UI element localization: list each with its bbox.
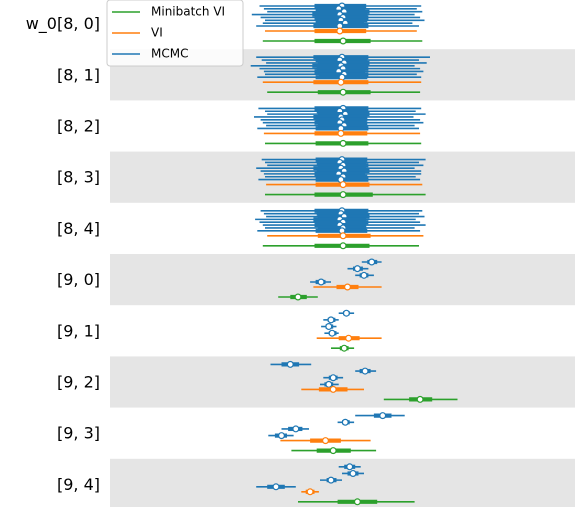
row-band: [110, 356, 575, 408]
legend-label: MCMC: [151, 47, 188, 61]
mean-marker: [329, 447, 337, 455]
legend-box: [106, 0, 244, 67]
mean-marker: [368, 258, 376, 266]
mean-marker: [317, 278, 325, 286]
row-label: [8, 4]: [57, 219, 100, 238]
mean-marker: [379, 412, 387, 420]
row-label: [9, 4]: [57, 475, 100, 494]
mean-marker: [272, 483, 280, 491]
mean-marker: [346, 463, 354, 471]
mean-marker: [306, 488, 314, 496]
row-label: [9, 1]: [57, 321, 100, 340]
mean-marker: [349, 469, 357, 477]
mean-marker: [345, 334, 353, 342]
mean-marker: [339, 37, 347, 45]
mean-marker: [339, 139, 347, 147]
legend: Minibatch VI VI MCMC: [106, 0, 244, 67]
mean-marker: [327, 316, 335, 324]
legend-label: Minibatch VI: [151, 5, 225, 19]
mean-marker: [329, 385, 337, 393]
row-label: [9, 0]: [57, 270, 100, 289]
mean-marker: [286, 360, 294, 368]
mean-marker: [325, 380, 333, 388]
mean-marker: [416, 395, 424, 403]
mean-marker: [322, 437, 330, 445]
mean-marker: [336, 27, 344, 35]
plot-marks: [250, 2, 458, 506]
mean-marker: [329, 374, 337, 382]
legend-label: VI: [151, 26, 163, 40]
mean-marker: [342, 309, 350, 317]
row-label: [8, 1]: [57, 65, 100, 84]
mean-marker: [339, 88, 347, 96]
row-label: [9, 2]: [57, 373, 100, 392]
row-label: [9, 3]: [57, 424, 100, 443]
row-label: [8, 2]: [57, 117, 100, 136]
mean-marker: [337, 78, 345, 86]
mean-marker: [325, 323, 333, 331]
mean-marker: [344, 283, 352, 291]
row-label: w_0[8, 0]: [26, 14, 100, 34]
mean-marker: [278, 432, 286, 440]
mean-marker: [361, 367, 369, 375]
mean-marker: [340, 344, 348, 352]
mean-marker: [339, 181, 347, 189]
mean-marker: [327, 476, 335, 484]
mean-marker: [337, 129, 345, 137]
mean-marker: [339, 232, 347, 240]
mean-marker: [360, 271, 368, 279]
mean-marker: [294, 293, 302, 301]
mean-marker: [328, 329, 336, 337]
mean-marker: [292, 425, 300, 433]
mean-marker: [339, 242, 347, 250]
row-labels: w_0[8, 0] [8, 1] [8, 2] [8, 3] [8, 4] [9, 0] […: [26, 14, 100, 494]
mean-marker: [353, 498, 361, 506]
row-band: [110, 254, 575, 306]
mean-marker: [353, 265, 361, 273]
row-label: [8, 3]: [57, 168, 100, 187]
mean-marker: [339, 191, 347, 199]
mean-marker: [341, 418, 349, 426]
